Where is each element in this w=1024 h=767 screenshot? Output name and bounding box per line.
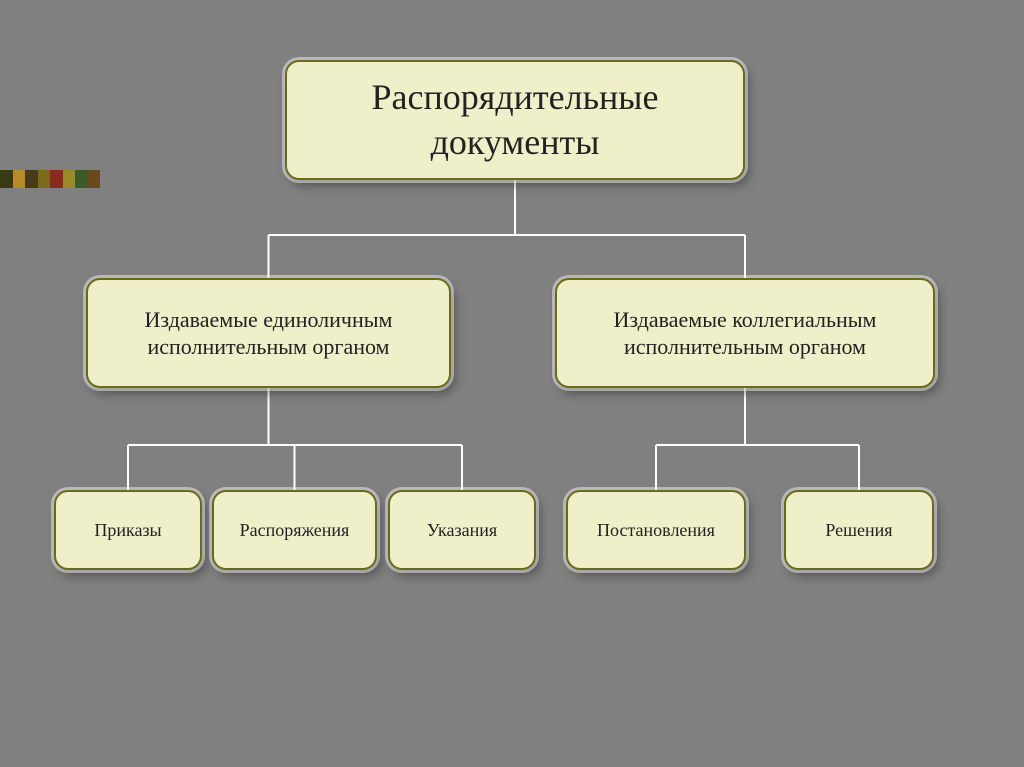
node-mid-left: Издаваемые единоличным исполнительным ор… xyxy=(86,278,451,388)
node-leaf-4: Постановления xyxy=(566,490,746,570)
node-label: Указания xyxy=(427,519,497,542)
node-label: Распоряжения xyxy=(240,519,350,542)
node-label: Постановления xyxy=(597,519,715,542)
node-mid-right: Издаваемые коллегиальным исполнительным … xyxy=(555,278,935,388)
node-root: Распорядительные документы xyxy=(285,60,745,180)
node-leaf-3: Указания xyxy=(388,490,536,570)
node-label: Распорядительные документы xyxy=(301,75,729,165)
node-label: Издаваемые единоличным исполнительным ор… xyxy=(102,306,435,361)
node-label: Издаваемые коллегиальным исполнительным … xyxy=(571,306,919,361)
node-label: Приказы xyxy=(94,519,161,542)
node-leaf-5: Решения xyxy=(784,490,934,570)
node-leaf-1: Приказы xyxy=(54,490,202,570)
node-label: Решения xyxy=(825,519,892,542)
decorative-bar xyxy=(0,170,100,188)
node-leaf-2: Распоряжения xyxy=(212,490,377,570)
